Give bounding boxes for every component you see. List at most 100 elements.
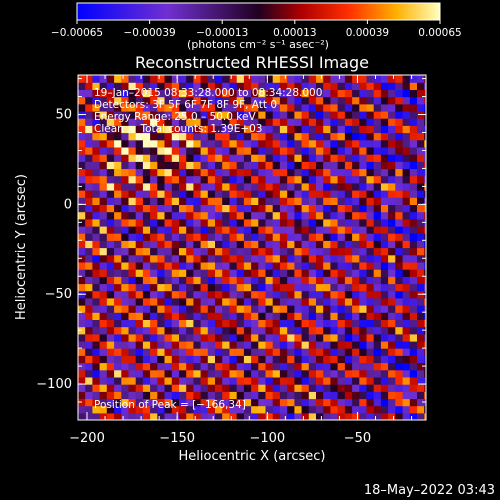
heatmap-cell [99,276,108,285]
heatmap-cell [157,412,166,420]
heatmap-cell [287,312,295,320]
heatmap-cell [352,175,360,184]
heatmap-cell [359,204,368,213]
heatmap-cell [308,261,317,270]
heatmap-cell [380,391,389,400]
heatmap-cell [150,297,158,306]
heatmap-cell [272,333,281,342]
heatmap-cell [128,319,137,328]
heatmap-cell [359,182,368,191]
heatmap-cell [424,276,426,285]
heatmap-cell [337,218,346,227]
heatmap-cell [186,211,194,220]
heatmap-cell [294,348,303,356]
heatmap-cell [193,391,202,400]
heatmap-cell [85,391,93,400]
heatmap-cell [215,269,223,277]
heatmap-cell [179,233,187,241]
heatmap-cell [171,355,180,364]
heatmap-cell [85,139,93,148]
heatmap-cell [388,362,396,371]
heatmap-cell [337,391,346,400]
heatmap-cell [279,218,288,227]
heatmap-cell [251,225,259,234]
heatmap-cell [330,225,339,234]
heatmap-cell [251,333,259,342]
heatmap-cell [215,398,223,407]
heatmap-cell [215,319,223,328]
heatmap-cell [92,154,101,162]
heatmap-cell [337,290,346,299]
colorbar-ticks: −0.00065 −0.00039 −0.00013 0.00013 0.00039 0.… [51,20,462,39]
heatmap-cell [229,225,238,234]
heatmap-cell [121,405,130,414]
heatmap-cell [229,125,238,134]
heatmap-cell [308,290,317,299]
y-tick-label: −50 [45,287,72,302]
heatmap-cell [150,103,158,112]
heatmap-cell [114,391,122,400]
heatmap-cell [272,297,281,306]
heatmap-cell [359,218,368,227]
heatmap-cell [251,168,259,177]
heatmap-cell [380,405,389,414]
heatmap-cell [366,197,375,205]
heatmap-cell [128,139,137,148]
heatmap-cell [85,190,93,198]
heatmap-cell [207,283,216,292]
heatmap-cell [272,283,281,292]
heatmap-cell [287,376,295,385]
heatmap-cell [380,333,389,342]
heatmap-cell [78,276,86,285]
heatmap-cell [344,82,353,90]
heatmap-cell [186,82,194,90]
heatmap-cell [352,89,360,98]
heatmap-cell [330,398,339,407]
heatmap-cell [380,110,389,119]
heatmap-cell [229,269,238,277]
heatmap-cell [78,376,86,385]
heatmap-cell [229,103,238,112]
heatmap-cell [236,218,245,227]
heatmap-cell [128,103,137,112]
heatmap-cell [171,146,180,155]
heatmap-cell [395,369,404,378]
heatmap-cell [424,340,426,349]
heatmap-cell [142,218,151,227]
heatmap-cell [150,412,158,420]
heatmap-cell [186,269,194,277]
heatmap-cell [316,82,324,90]
heatmap-cell [243,118,252,126]
heatmap-cell [287,190,295,198]
heatmap-cell [380,312,389,320]
heatmap-cell [337,96,346,105]
heatmap-cell [330,75,339,83]
heatmap-cell [164,254,173,263]
colorbar-tick-label: 0.00039 [346,27,389,39]
heatmap-cell [409,182,418,191]
heatmap-cell [222,340,230,349]
heatmap-cell [359,362,368,371]
heatmap-cell [193,225,202,234]
heatmap-cell [157,211,166,220]
heatmap-cell [78,211,86,220]
heatmap-cell [164,340,173,349]
heatmap-cell [308,190,317,198]
heatmap-cell [301,139,310,148]
heatmap-cell [106,348,115,356]
heatmap-cell [409,204,418,213]
heatmap-cell [157,333,166,342]
heatmap-cell [85,218,93,227]
heatmap-cell [179,362,187,371]
heatmap-cell [236,182,245,191]
heatmap-cell [229,290,238,299]
heatmap-cell [409,225,418,234]
heatmap-cell [388,233,396,241]
heatmap-cell [243,312,252,320]
heatmap-cell [164,333,173,342]
heatmap-cell [308,297,317,306]
heatmap-cell [373,96,382,105]
heatmap-cell [135,132,144,141]
heatmap-cell [171,362,180,371]
heatmap-cell [294,190,303,198]
